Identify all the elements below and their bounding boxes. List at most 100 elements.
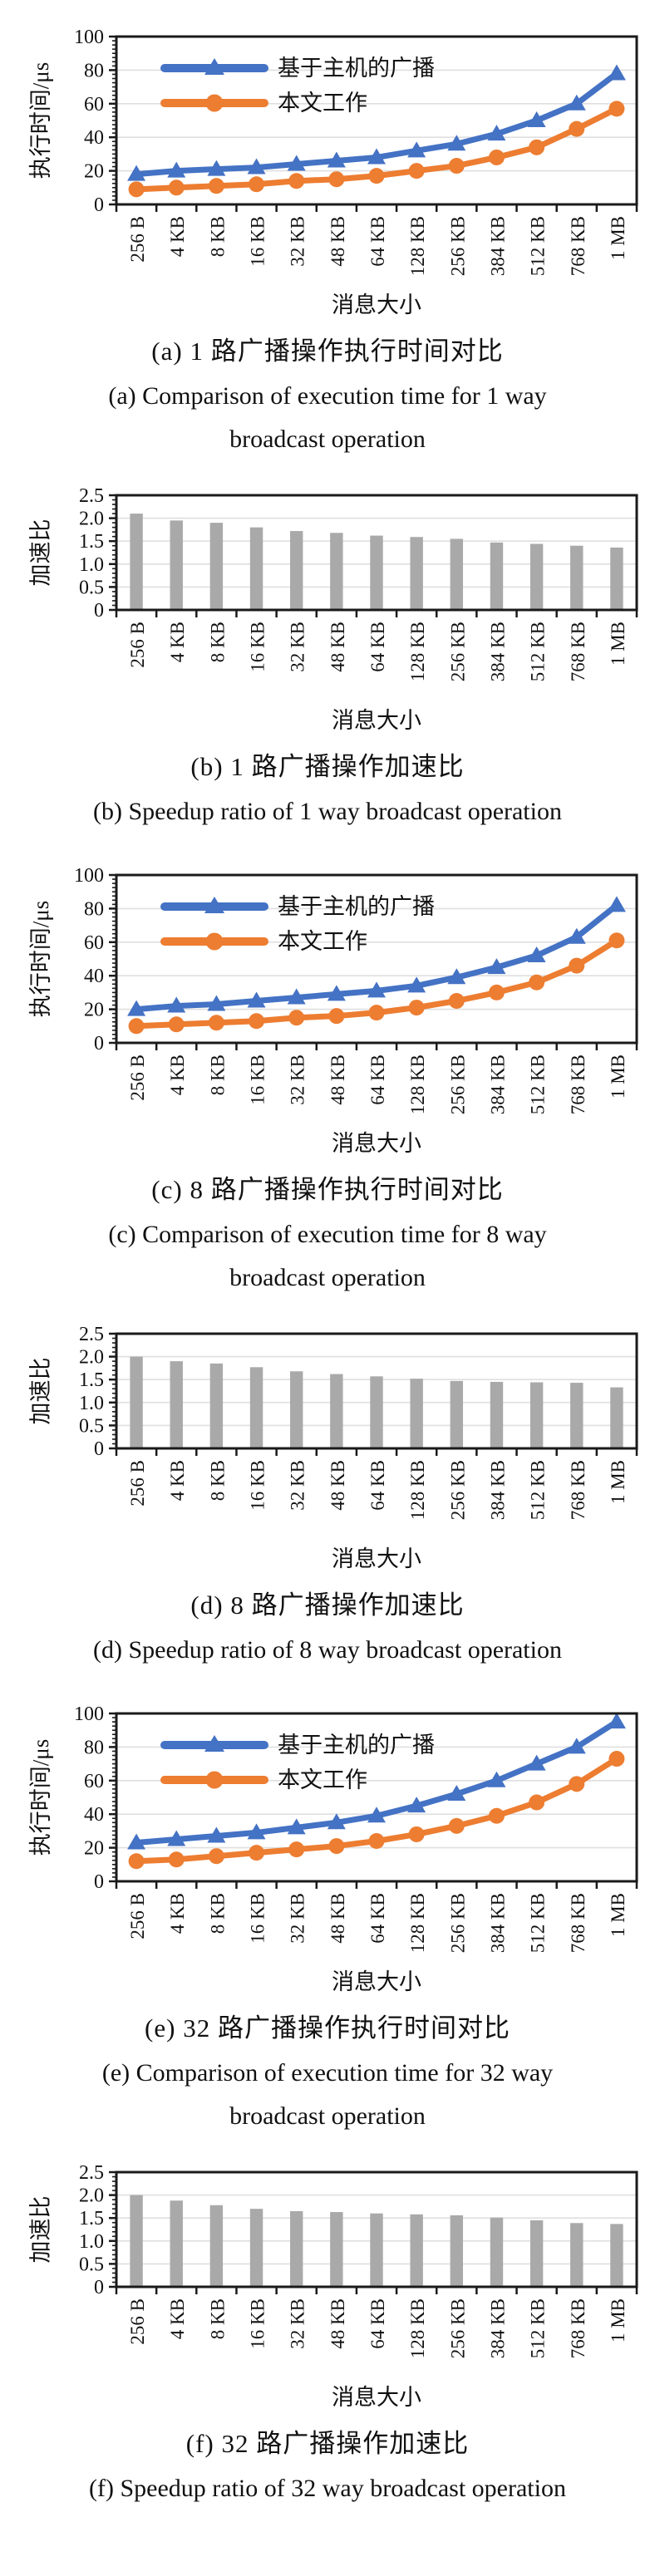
chart-d-svg: 00.51.01.52.02.5 256 B 4 KB 8 KB 16 KB 32 KB 4… (28, 1324, 638, 1571)
y-tick-label: 1.0 (79, 2231, 104, 2253)
marker-triangle-8 KB (207, 160, 226, 176)
caption-a-zh: (a) 1 路广播操作执行时间对比 (151, 337, 504, 366)
x-tick-label-1 MB: 1 MB (608, 1460, 628, 1504)
marker-triangle-256 B (127, 1833, 146, 1850)
bar-128 KB (410, 536, 423, 610)
marker-circle-768 KB (569, 120, 585, 137)
caption-f-zh: (f) 32 路广播操作加速比 (185, 2428, 470, 2458)
x-tick-label-256 B: 256 B (127, 216, 148, 263)
x-tick-label-768 KB: 768 KB (568, 2298, 589, 2358)
marker-triangle-256 B (127, 165, 146, 181)
x-tick-label-48 KB: 48 KB (328, 1460, 348, 1511)
x-tick-label-16 KB: 16 KB (248, 2298, 268, 2349)
marker-triangle-48 KB (327, 985, 346, 1001)
y-tick-label: 40 (84, 966, 104, 987)
x-tick-label-384 KB: 384 KB (487, 1893, 508, 1953)
x-tick-label-48 KB: 48 KB (328, 622, 348, 672)
x-tick-label-32 KB: 32 KB (288, 1460, 308, 1511)
x-tick-label-1 MB: 1 MB (608, 1893, 628, 1937)
y-tick-label: 2.5 (79, 2162, 104, 2184)
x-tick-label-64 KB: 64 KB (367, 2298, 388, 2349)
marker-triangle-256 KB (447, 135, 466, 151)
x-tick-label-768 KB: 768 KB (568, 1893, 589, 1953)
x-tick-label-48 KB: 48 KB (328, 2298, 348, 2349)
bar-48 KB (330, 533, 343, 610)
marker-circle-8 KB (208, 1848, 224, 1865)
marker-triangle-128 KB (407, 976, 426, 993)
y-tick-label: 20 (84, 1838, 104, 1860)
marker-circle-512 KB (529, 139, 545, 155)
marker-circle-384 KB (488, 1807, 505, 1824)
marker-circle-8 KB (208, 1015, 224, 1031)
marker-triangle-512 KB (527, 946, 546, 962)
figure-d: 0 0.5 1.0 1.5 2.0 2.5 256 B 4 KB 8 KB 16 KB 32 KB 4… (0, 1317, 655, 1665)
legend-label-0: 基于主机的广播 (278, 1733, 435, 1757)
y-tick-label: 2.5 (79, 485, 104, 507)
caption-d-en: (d) Speedup ratio of 8 way broadcast ope… (93, 1635, 562, 1664)
bar-384 KB (490, 542, 504, 610)
bar-768 KB (570, 1382, 584, 1448)
marker-circle-256 B (128, 1018, 145, 1035)
figure-a: 基于主机的广播 本文工作 0 20 40 60 80 100 256 B 4 KB 8 KB 16 K… (0, 12, 655, 455)
bar-256 B (130, 1356, 143, 1448)
y-tick-label: 0.5 (79, 1415, 104, 1437)
marker-triangle-768 KB (567, 94, 586, 111)
marker-circle-256 B (128, 1853, 145, 1870)
x-tick-label-768 KB: 768 KB (568, 1460, 589, 1520)
bar-64 KB (370, 2213, 383, 2287)
marker-circle-128 KB (408, 1000, 425, 1016)
bar-384 KB (490, 2217, 504, 2287)
marker-circle-128 KB (408, 1826, 425, 1842)
y-tick-label: 0 (94, 1871, 104, 1893)
x-tick-label-16 KB: 16 KB (248, 216, 268, 267)
x-tick-label-384 KB: 384 KB (487, 1054, 508, 1114)
bar-384 KB (490, 1381, 504, 1448)
y-axis-title: 加速比 (28, 1357, 53, 1424)
marker-triangle-8 KB (207, 995, 226, 1011)
bar-256 KB (450, 1380, 464, 1448)
caption-e-zh: (e) 32 路广播操作执行时间对比 (145, 2013, 510, 2043)
x-tick-label-16 KB: 16 KB (248, 622, 268, 672)
plot-border (115, 494, 638, 612)
bar-8 KB (209, 2205, 224, 2287)
marker-triangle-768 KB (567, 1738, 586, 1754)
marker-circle-48 KB (328, 171, 345, 188)
marker-triangle-384 KB (487, 1771, 506, 1787)
legend-label-0: 基于主机的广播 (278, 56, 435, 81)
caption-e-en-line2: broadcast operation (229, 2102, 426, 2131)
y-tick-label: 1.5 (79, 2208, 104, 2229)
bar-32 KB (289, 530, 303, 610)
marker-triangle-16 KB (247, 991, 266, 1008)
y-tick-label: 1.5 (79, 531, 104, 553)
x-axis-title: 消息大小 (332, 1131, 421, 1156)
marker-circle-512 KB (529, 1794, 545, 1811)
bar-512 KB (529, 1382, 544, 1448)
caption-a-en-line1: (a) Comparison of execution time for 1 w… (108, 381, 547, 410)
marker-triangle-128 KB (407, 141, 426, 158)
figure-b: 0 0.5 1.0 1.5 2.0 2.5 256 B 4 KB 8 KB 16 KB 32 KB 4… (0, 479, 655, 827)
bar-8 KB (209, 522, 224, 610)
x-tick-label-256 KB: 256 KB (447, 1460, 468, 1520)
x-tick-label-16 KB: 16 KB (248, 1893, 268, 1944)
marker-triangle-256 KB (447, 968, 466, 985)
x-tick-label-64 KB: 64 KB (367, 216, 388, 267)
caption-f-en: (f) Speedup ratio of 32 way broadcast op… (89, 2474, 566, 2502)
y-tick-label: 2.0 (79, 508, 104, 529)
x-axis-title: 消息大小 (332, 2385, 421, 2410)
marker-triangle-768 KB (567, 927, 586, 944)
x-tick-label-256 KB: 256 KB (447, 622, 468, 681)
marker-triangle-512 KB (527, 111, 546, 127)
y-tick-label: 2.0 (79, 2185, 104, 2206)
x-tick-label-512 KB: 512 KB (528, 216, 549, 276)
legend-marker-circle (205, 94, 224, 112)
x-tick-label-32 KB: 32 KB (288, 622, 308, 672)
marker-circle-32 KB (288, 173, 305, 189)
y-tick-label: 80 (84, 60, 104, 81)
marker-circle-256 B (128, 181, 145, 198)
marker-triangle-32 KB (287, 988, 306, 1005)
y-tick-label: 0 (94, 1033, 104, 1054)
chart-b-svg: 00.51.01.52.02.5 256 B 4 KB 8 KB 16 KB 32 KB 4… (28, 485, 638, 733)
